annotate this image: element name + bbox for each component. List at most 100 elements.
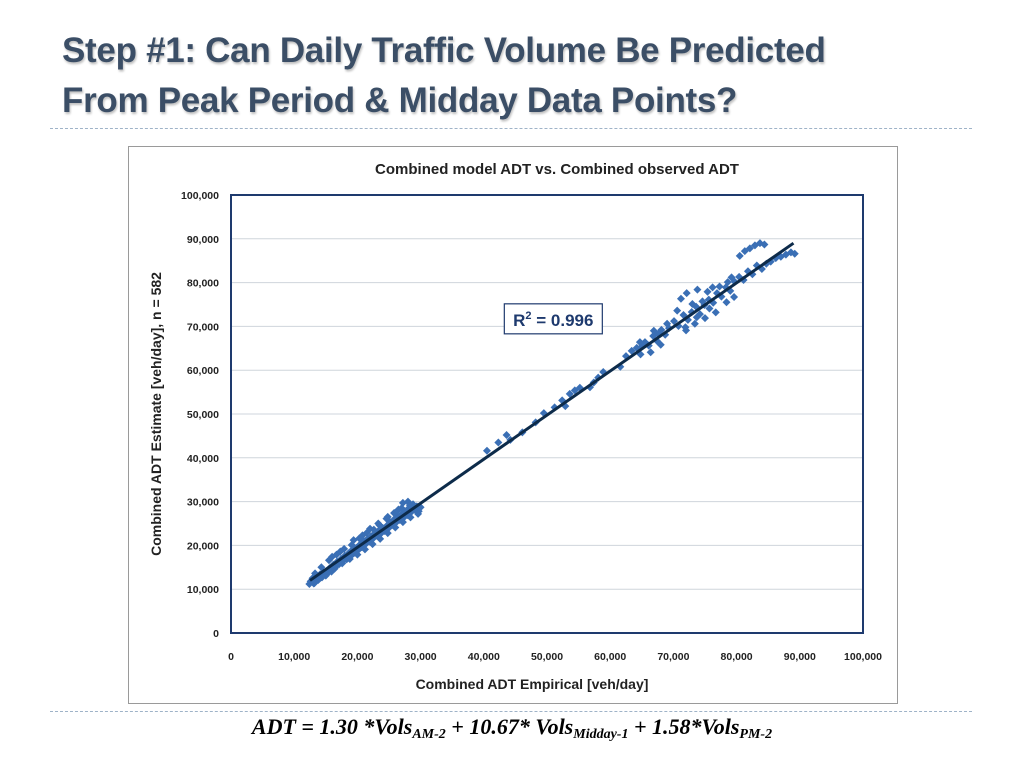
- x-tick-label: 80,000: [721, 651, 753, 663]
- r-squared-box: [503, 303, 603, 335]
- data-point: [358, 531, 367, 540]
- formula-mid-2: + 1.58*Vols: [628, 714, 740, 739]
- data-point: [565, 389, 574, 398]
- data-point: [324, 556, 333, 565]
- y-tick-label: 70,000: [187, 321, 219, 333]
- data-point: [727, 273, 736, 282]
- data-point: [735, 251, 744, 260]
- x-tick-label: 50,000: [531, 651, 563, 663]
- bottom-divider: [50, 711, 972, 712]
- data-point: [585, 383, 594, 392]
- y-tick-label: 90,000: [187, 234, 219, 246]
- formula-sub-midday: Midday-1: [573, 727, 629, 742]
- data-point: [340, 544, 349, 553]
- data-point: [309, 579, 318, 588]
- data-point: [349, 536, 358, 545]
- y-tick-label: 100,000: [181, 190, 219, 202]
- data-point: [369, 534, 378, 543]
- x-tick-label: 90,000: [784, 651, 816, 663]
- slide-title-line-2: From Peak Period & Midday Data Points?: [62, 81, 738, 120]
- data-point: [692, 313, 701, 322]
- data-point: [330, 564, 339, 573]
- y-tick-label: 20,000: [187, 540, 219, 552]
- formula-sub-am: AM-2: [412, 727, 446, 742]
- x-tick-label: 0: [228, 651, 234, 663]
- data-point: [405, 501, 414, 510]
- data-point: [781, 250, 790, 259]
- data-point: [502, 431, 511, 440]
- formula-lhs: ADT = 1.30 *Vols: [251, 714, 413, 739]
- data-point: [693, 285, 702, 294]
- x-tick-label: 30,000: [405, 651, 437, 663]
- x-tick-label: 20,000: [341, 651, 373, 663]
- plot-area-border: [230, 194, 864, 634]
- data-point: [708, 283, 717, 292]
- data-point: [649, 326, 658, 335]
- x-tick-label: 60,000: [594, 651, 626, 663]
- y-tick-label: 30,000: [187, 497, 219, 509]
- data-point: [730, 293, 739, 302]
- x-tick-label: 40,000: [468, 651, 500, 663]
- data-point: [376, 529, 385, 538]
- data-point: [323, 569, 332, 578]
- data-point: [750, 241, 759, 250]
- data-point: [740, 247, 749, 256]
- data-point: [705, 304, 714, 313]
- data-point: [336, 547, 345, 556]
- y-tick-label: 10,000: [187, 584, 219, 596]
- data-point: [709, 298, 718, 307]
- data-point: [383, 529, 392, 538]
- slide-title: Step #1: Can Daily Traffic Volume Be Pre…: [62, 26, 962, 126]
- x-tick-label: 10,000: [278, 651, 310, 663]
- data-point: [760, 240, 769, 249]
- data-point: [345, 554, 354, 563]
- data-point: [366, 524, 375, 533]
- trendline: [309, 241, 795, 582]
- data-point: [743, 267, 752, 276]
- data-point: [682, 326, 691, 335]
- data-point: [368, 540, 377, 549]
- data-point: [661, 330, 670, 339]
- data-point: [482, 446, 491, 455]
- data-point: [771, 254, 780, 263]
- data-point: [369, 525, 378, 534]
- r-squared-label: R2 = 0.996: [513, 310, 593, 330]
- data-point: [338, 559, 347, 568]
- scatter-chart: Combined model ADT vs. Combined observed…: [148, 161, 882, 692]
- data-point: [391, 523, 400, 532]
- data-point: [688, 300, 697, 309]
- formula-sub-pm: PM-2: [739, 727, 773, 742]
- data-point: [752, 261, 761, 270]
- y-tick-label: 0: [213, 628, 219, 640]
- chart-title: Combined model ADT vs. Combined observed…: [375, 161, 739, 178]
- data-point: [616, 362, 625, 371]
- data-point: [776, 252, 785, 261]
- data-point: [360, 545, 369, 554]
- chart-frame: Combined model ADT vs. Combined observed…: [128, 146, 898, 704]
- data-point: [766, 257, 775, 266]
- data-point: [382, 514, 391, 523]
- data-point: [722, 298, 731, 307]
- y-tick-label: 50,000: [187, 409, 219, 421]
- data-point: [673, 306, 682, 315]
- data-point: [646, 348, 655, 357]
- data-point: [390, 509, 399, 518]
- data-point: [723, 278, 732, 287]
- y-tick-label: 40,000: [187, 453, 219, 465]
- data-point: [376, 534, 385, 543]
- x-axis-label: Combined ADT Empirical [veh/day]: [416, 676, 649, 692]
- data-point: [635, 338, 644, 347]
- y-tick-label: 60,000: [187, 365, 219, 377]
- data-point: [305, 579, 314, 588]
- data-point: [715, 282, 724, 291]
- data-point: [790, 249, 799, 258]
- data-point: [414, 509, 423, 518]
- data-point: [374, 519, 383, 528]
- adt-formula: ADT = 1.30 *VolsAM-2 + 10.67* VolsMidday…: [0, 714, 1024, 743]
- data-point: [494, 438, 503, 447]
- data-point: [711, 308, 720, 317]
- data-point: [682, 289, 691, 298]
- data-point: [703, 287, 712, 296]
- data-point: [632, 343, 641, 352]
- data-point: [701, 314, 709, 323]
